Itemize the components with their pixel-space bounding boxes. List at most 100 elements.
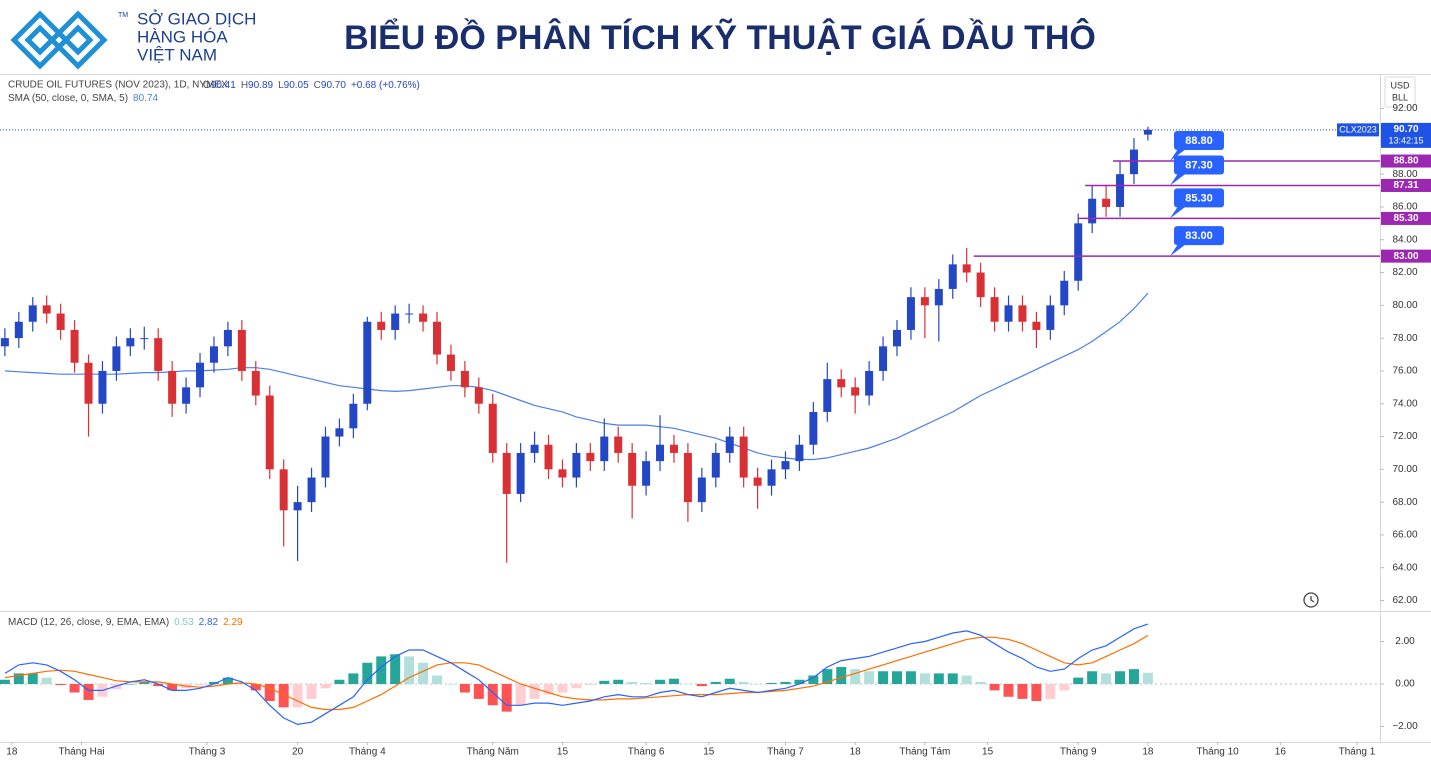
histogram-bar	[599, 680, 610, 685]
candle-body	[893, 329, 901, 347]
logo	[10, 10, 108, 70]
level-axis-box	[1381, 178, 1431, 192]
candle-body	[307, 477, 316, 503]
callout-pointer	[1170, 206, 1186, 219]
histogram-bar	[445, 684, 456, 685]
histogram-bar	[724, 678, 735, 685]
histogram-bar	[752, 684, 763, 685]
callout-box	[1174, 131, 1224, 151]
logo-shape	[24, 24, 56, 56]
candle-body	[962, 264, 971, 273]
callout-box	[1174, 155, 1224, 175]
brand-line: VIỆT NAM	[137, 45, 217, 64]
candle-body	[781, 461, 790, 470]
y-tick-label: 74.00	[1392, 398, 1417, 409]
signal-line	[4, 634, 1149, 711]
callout-label: 85.30	[1185, 192, 1213, 204]
histogram-bar	[83, 684, 94, 700]
candle-body	[363, 321, 372, 404]
candle-body	[1116, 174, 1125, 207]
candle-body	[419, 313, 428, 322]
histogram-bar	[975, 681, 986, 685]
macd-name: MACD (12, 26, close, 9, EMA, EMA)	[8, 617, 169, 628]
candle-body	[837, 379, 846, 388]
clock-icon[interactable]	[1303, 592, 1319, 608]
x-tick-label: Tháng Hai	[58, 747, 104, 758]
level-axis-label: 83.00	[1393, 251, 1418, 262]
histogram-bar	[710, 681, 721, 685]
candle-body	[265, 395, 274, 470]
ohlc-key: L	[278, 80, 284, 91]
histogram-bar	[878, 671, 889, 685]
y-tick-label: 82.00	[1392, 267, 1417, 278]
y-tick-label: 86.00	[1392, 202, 1417, 213]
histogram-bar	[208, 681, 219, 685]
histogram-bar	[1059, 684, 1070, 691]
countdown: 13:42:15	[1388, 135, 1423, 145]
clock-ring	[1303, 592, 1319, 608]
candle-body	[433, 321, 441, 355]
candle-body	[391, 313, 400, 330]
candle-body	[976, 272, 985, 298]
hist-value: 0.53	[174, 617, 194, 628]
x-tick-label: 18	[1142, 747, 1154, 758]
candle-body	[669, 444, 678, 453]
ohlc-value: 90.05	[284, 80, 309, 91]
histogram-bar	[69, 684, 80, 693]
candle-body	[293, 502, 302, 511]
candle-body	[279, 469, 288, 511]
candle-body	[28, 305, 37, 322]
candle-body	[656, 444, 665, 462]
histogram-bar	[613, 679, 624, 685]
currency-box[interactable]	[1384, 76, 1416, 108]
histogram-bar	[696, 684, 707, 687]
candle-body	[1060, 280, 1069, 306]
candle-body	[683, 452, 692, 503]
candle-body	[725, 436, 734, 453]
candle-body	[530, 444, 539, 453]
histogram-bar	[250, 684, 261, 691]
level-axis-box	[1381, 211, 1431, 225]
macd-line	[4, 623, 1149, 726]
level-axis-label: 88.80	[1393, 156, 1418, 167]
histogram-bar	[1003, 684, 1014, 697]
candle-body	[1074, 223, 1083, 281]
candle-body	[739, 436, 748, 478]
candle-body	[1032, 321, 1041, 330]
candle-body	[823, 379, 832, 412]
histogram-bar	[627, 681, 638, 685]
clock-hands	[1310, 596, 1315, 603]
y-tick-label: 88.00	[1392, 169, 1417, 180]
histogram-bar	[1087, 671, 1098, 685]
candle-body	[168, 370, 177, 404]
ohlc-value: 90.70	[321, 80, 346, 91]
histogram-bar	[1142, 672, 1153, 685]
sma-value: 80.74	[133, 93, 158, 104]
candle-body	[642, 461, 651, 486]
histogram-bar	[487, 684, 498, 706]
ohlc-key: H	[241, 80, 248, 91]
instrument: CRUDE OIL FUTURES (NOV 2023), 1D, NYMEX	[8, 80, 228, 91]
histogram-bar	[892, 671, 902, 685]
candle-body	[0, 338, 9, 347]
callout-label: 87.30	[1185, 159, 1213, 171]
candle-body	[502, 452, 511, 494]
candle-body	[1046, 305, 1055, 330]
histogram-bar	[362, 662, 373, 685]
candle-body	[865, 370, 874, 396]
x-tick-label: Tháng 4	[349, 747, 386, 758]
callout-label: 83.00	[1185, 230, 1213, 242]
histogram-bar	[404, 656, 415, 685]
candle-body	[42, 305, 51, 314]
x-tick-label: Tháng Tám	[899, 747, 950, 758]
candle-body	[948, 264, 957, 289]
y-tick-label: 0.00	[1395, 679, 1415, 690]
histogram-bar	[334, 679, 345, 685]
histogram-bar	[264, 684, 275, 702]
candle-body	[335, 428, 344, 437]
histogram-bar	[390, 654, 401, 685]
callout-pointer	[1170, 244, 1186, 257]
histogram-bar	[55, 684, 66, 686]
x-tick-label: Tháng 9	[1060, 747, 1097, 758]
histogram-bar	[919, 673, 930, 685]
